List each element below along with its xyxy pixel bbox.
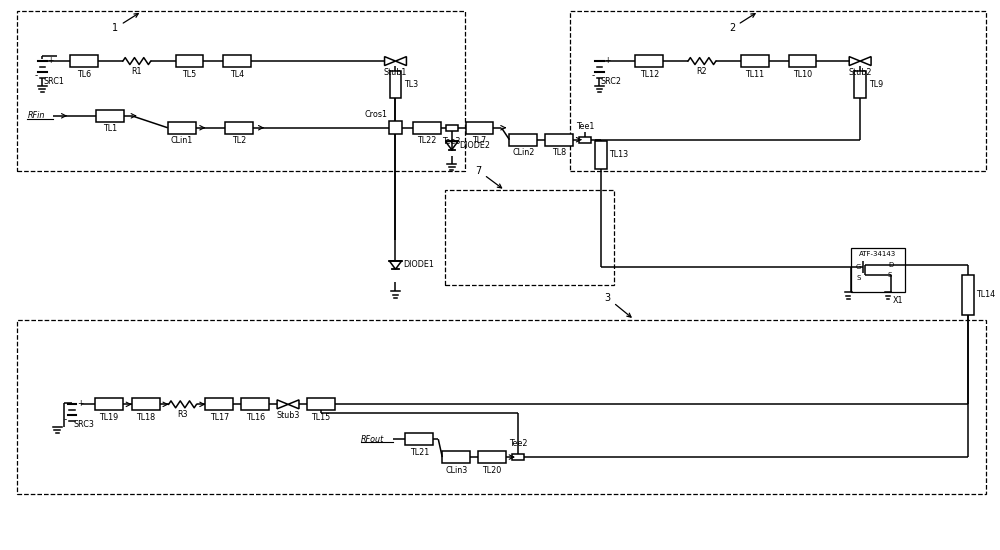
Bar [405, 433, 433, 445]
Bar [17, 320, 986, 494]
Text: +: + [604, 56, 611, 64]
Text: TL9: TL9 [869, 80, 883, 89]
Text: ATF-34143: ATF-34143 [859, 251, 897, 257]
Text: TL6: TL6 [77, 69, 91, 79]
Text: CLin3: CLin3 [445, 465, 467, 475]
Text: TL10: TL10 [793, 69, 812, 79]
Bar [446, 125, 458, 131]
Bar [176, 55, 203, 67]
Text: Tee3: Tee3 [443, 137, 461, 146]
Text: D: D [888, 262, 893, 268]
Text: Tee1: Tee1 [576, 122, 594, 131]
Bar [545, 134, 573, 146]
Text: TL7: TL7 [472, 136, 487, 145]
Bar [789, 55, 816, 67]
Text: Stub1: Stub1 [384, 68, 407, 77]
Text: TL8: TL8 [552, 148, 566, 157]
Text: Cros1: Cros1 [364, 111, 387, 119]
Text: TL11: TL11 [745, 69, 764, 79]
Text: G: G [856, 264, 861, 270]
Text: TL5: TL5 [182, 69, 197, 79]
Bar [570, 12, 986, 170]
Text: DIODE2: DIODE2 [459, 141, 490, 150]
Bar [413, 122, 441, 134]
Text: TL18: TL18 [136, 413, 155, 422]
Text: 7: 7 [475, 166, 502, 188]
Text: S: S [888, 272, 892, 278]
Bar [595, 141, 607, 168]
Text: SRC3: SRC3 [74, 420, 95, 429]
Text: TL15: TL15 [311, 413, 330, 422]
Text: TL19: TL19 [99, 413, 119, 422]
Bar [509, 134, 537, 146]
Text: CLin1: CLin1 [170, 136, 193, 145]
Text: TL1: TL1 [103, 124, 117, 133]
Text: TL16: TL16 [246, 413, 265, 422]
Bar [512, 454, 524, 460]
Bar [741, 55, 769, 67]
Text: RFin: RFin [27, 111, 45, 120]
Bar [466, 122, 493, 134]
Text: TL2: TL2 [232, 136, 246, 145]
Text: DIODE1: DIODE1 [403, 260, 434, 270]
Bar [168, 122, 196, 134]
Bar [478, 451, 506, 463]
Bar [70, 55, 98, 67]
Bar [307, 398, 335, 410]
Text: R1: R1 [132, 67, 142, 76]
Text: Stub3: Stub3 [276, 411, 300, 420]
Bar [205, 398, 233, 410]
Bar [225, 122, 253, 134]
Text: Stub2: Stub2 [848, 68, 872, 77]
Text: TL21: TL21 [410, 448, 429, 456]
Text: 2: 2 [729, 14, 755, 33]
Text: RFout: RFout [361, 434, 384, 444]
Text: TL12: TL12 [640, 69, 659, 79]
Bar [442, 451, 470, 463]
Bar [390, 70, 401, 98]
Bar [854, 70, 866, 98]
Text: +: + [47, 56, 54, 64]
Bar [132, 398, 160, 410]
Text: X1: X1 [893, 296, 903, 305]
Bar [17, 12, 465, 170]
Text: TL13: TL13 [609, 150, 629, 159]
Text: SRC2: SRC2 [601, 77, 622, 86]
Text: +: + [77, 399, 83, 408]
Text: -: - [591, 72, 594, 80]
Bar [389, 122, 402, 134]
Text: TL4: TL4 [230, 69, 244, 79]
Text: TL3: TL3 [404, 80, 418, 89]
Text: -: - [64, 415, 67, 424]
Text: 3: 3 [604, 293, 631, 317]
Text: TL20: TL20 [482, 465, 502, 475]
Text: CLin2: CLin2 [512, 148, 535, 157]
Text: 1: 1 [112, 14, 138, 33]
Bar [223, 55, 251, 67]
Text: TL17: TL17 [210, 413, 229, 422]
Text: Tee2: Tee2 [509, 439, 527, 448]
Text: TL22: TL22 [417, 136, 437, 145]
Bar [95, 398, 123, 410]
Bar [96, 110, 124, 122]
Text: SRC1: SRC1 [44, 77, 65, 86]
Text: -: - [34, 72, 37, 80]
Bar [962, 275, 974, 315]
Bar [241, 398, 269, 410]
Bar [579, 137, 591, 142]
Text: TL14: TL14 [976, 290, 995, 299]
Text: R3: R3 [177, 410, 188, 419]
Text: S: S [857, 275, 861, 281]
Bar [851, 248, 905, 293]
Bar [635, 55, 663, 67]
Text: R2: R2 [697, 67, 707, 76]
Bar [445, 190, 614, 285]
